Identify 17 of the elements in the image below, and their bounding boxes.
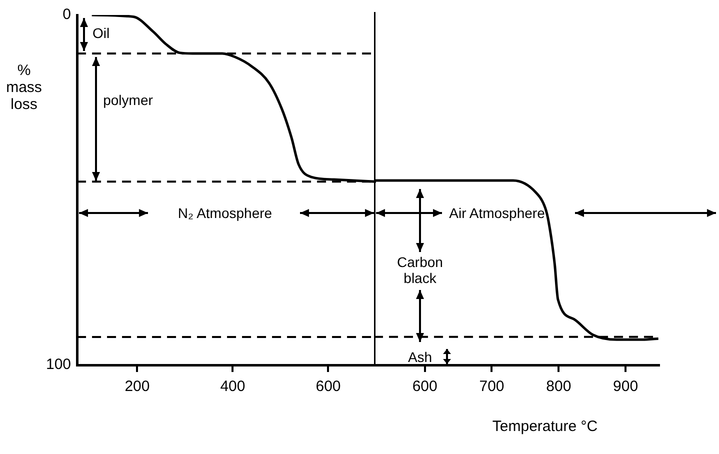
y-axis-title: % mass loss (5, 62, 43, 113)
y-tick-label: 100 (46, 356, 72, 374)
x-tick-label: 600 (316, 378, 341, 396)
x-axis-title: Temperature °C (491, 418, 599, 435)
x-tick-label: 900 (613, 378, 638, 396)
x-tick-label: 800 (546, 378, 572, 396)
y-tick-label: 0 (62, 6, 72, 24)
annotation: N₂ Atmosphere (178, 205, 272, 221)
x-tick-label: 400 (220, 378, 246, 396)
x-tick-label: 600 (412, 378, 438, 396)
x-tick-label: 700 (479, 378, 504, 396)
annotation: Air Atmosphere (449, 205, 545, 221)
annotation: Oil (92, 25, 110, 41)
annotation: Carbon black (396, 254, 444, 286)
annotation: Ash (408, 349, 432, 365)
annotation: polymer (103, 92, 153, 108)
x-tick-label: 200 (124, 378, 150, 396)
